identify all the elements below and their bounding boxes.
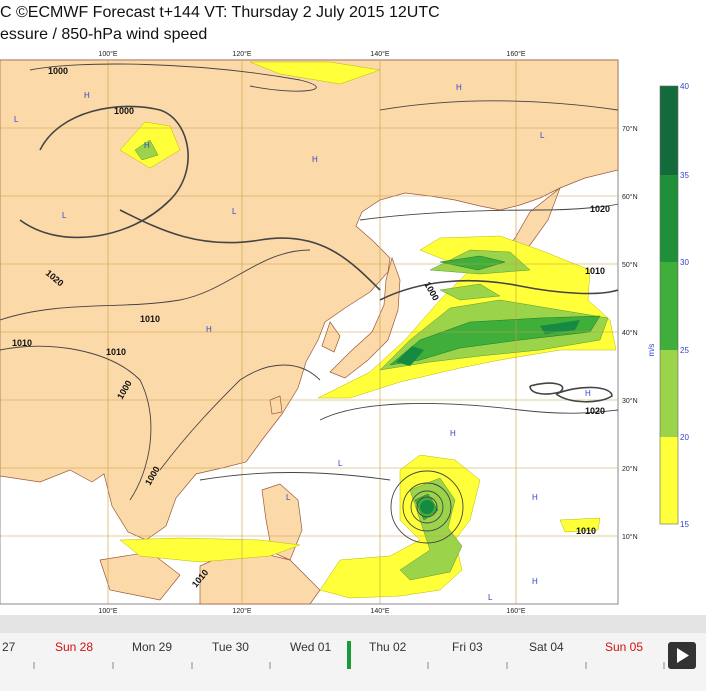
lon-label: 120°E	[232, 50, 251, 58]
lat-label: 50°N	[622, 261, 638, 269]
center: H	[532, 577, 538, 586]
map: 100°E 120°E 140°E 160°E 100°E 120°E 140°…	[0, 50, 689, 615]
colorbar-tick: 35	[680, 171, 689, 180]
isobar-label: 1010	[106, 347, 126, 357]
colorbar-tick: 25	[680, 346, 689, 355]
isobars	[0, 63, 619, 544]
lon-label: 160°E	[506, 50, 525, 58]
day[interactable]: Mon 29	[132, 640, 173, 654]
lat-label: 60°N	[622, 193, 638, 201]
colorbar-tick: 20	[680, 433, 689, 442]
lat-label: 30°N	[622, 397, 638, 405]
lon-labels-bottom: 100°E 120°E 140°E 160°E	[98, 607, 525, 615]
grid	[0, 60, 618, 604]
pressure-centers: H H L L H L H L H L H H L H L H	[14, 83, 591, 602]
isobar-label: 1020	[585, 406, 605, 416]
lon-labels-top: 100°E 120°E 140°E 160°E	[98, 50, 525, 58]
isobar-label: 1010	[12, 338, 32, 348]
timeline-ticks	[33, 641, 696, 669]
center: L	[488, 593, 493, 602]
center: L	[232, 207, 237, 216]
title: C ©ECMWF Forecast t+144 VT: Thursday 2 J…	[0, 4, 440, 21]
center: H	[450, 429, 456, 438]
day[interactable]: Thu 02	[369, 640, 407, 654]
subtitle: essure / 850-hPa wind speed	[0, 26, 208, 43]
color-swatch	[660, 350, 678, 437]
center: L	[14, 115, 19, 124]
day[interactable]: Sun 05	[605, 640, 644, 654]
center: H	[585, 389, 591, 398]
center: H	[206, 325, 212, 334]
center: L	[286, 493, 291, 502]
lon-label: 100°E	[98, 607, 117, 615]
center: L	[338, 459, 343, 468]
day[interactable]: 27	[2, 640, 16, 654]
lat-label: 10°N	[622, 533, 638, 541]
lat-label: 20°N	[622, 465, 638, 473]
isobar-label: 1010	[140, 314, 160, 324]
color-swatch	[660, 262, 678, 350]
center: L	[540, 131, 545, 140]
day[interactable]: Sat 04	[529, 640, 564, 654]
center: H	[144, 141, 150, 150]
colorbar-unit: m/s	[647, 344, 656, 357]
timeline-bar	[0, 615, 706, 633]
colorbar-tick: 15	[680, 520, 689, 529]
colorbar-tick: 40	[680, 82, 689, 91]
isobar-label: 1010	[585, 266, 605, 276]
colorbar-frame	[659, 85, 679, 525]
wind-30	[396, 320, 580, 514]
color-swatch	[660, 175, 678, 262]
colorbar-tick: 30	[680, 258, 689, 267]
day[interactable]: Fri 03	[452, 640, 483, 654]
day[interactable]: Tue 30	[212, 640, 249, 654]
lat-label: 70°N	[622, 125, 638, 133]
color-swatch	[660, 437, 678, 524]
lat-label: 40°N	[622, 329, 638, 337]
timeline	[0, 633, 706, 691]
center: H	[532, 493, 538, 502]
day[interactable]: Sun 28	[55, 640, 94, 654]
lon-label: 140°E	[370, 607, 389, 615]
lon-label: 100°E	[98, 50, 117, 58]
lon-label: 140°E	[370, 50, 389, 58]
center: L	[62, 211, 67, 220]
center: H	[456, 83, 462, 92]
lat-labels: 70°N 60°N 50°N 40°N 30°N 20°N 10°N	[622, 125, 638, 541]
isobar-label: 1000	[114, 106, 134, 116]
center: H	[84, 91, 90, 100]
current-marker	[347, 641, 351, 669]
isobar-label: 1010	[576, 526, 596, 536]
isobar-label: 1020	[590, 204, 610, 214]
lon-label: 160°E	[506, 607, 525, 615]
lon-label: 120°E	[232, 607, 251, 615]
center: H	[312, 155, 318, 164]
colorbar: 40 35 30 25 20 15 m/s	[647, 82, 689, 529]
color-swatch	[660, 86, 678, 175]
land	[0, 59, 619, 605]
isobar-label: 1000	[48, 66, 68, 76]
day[interactable]: Wed 01	[290, 640, 332, 654]
play-button[interactable]	[668, 642, 696, 669]
